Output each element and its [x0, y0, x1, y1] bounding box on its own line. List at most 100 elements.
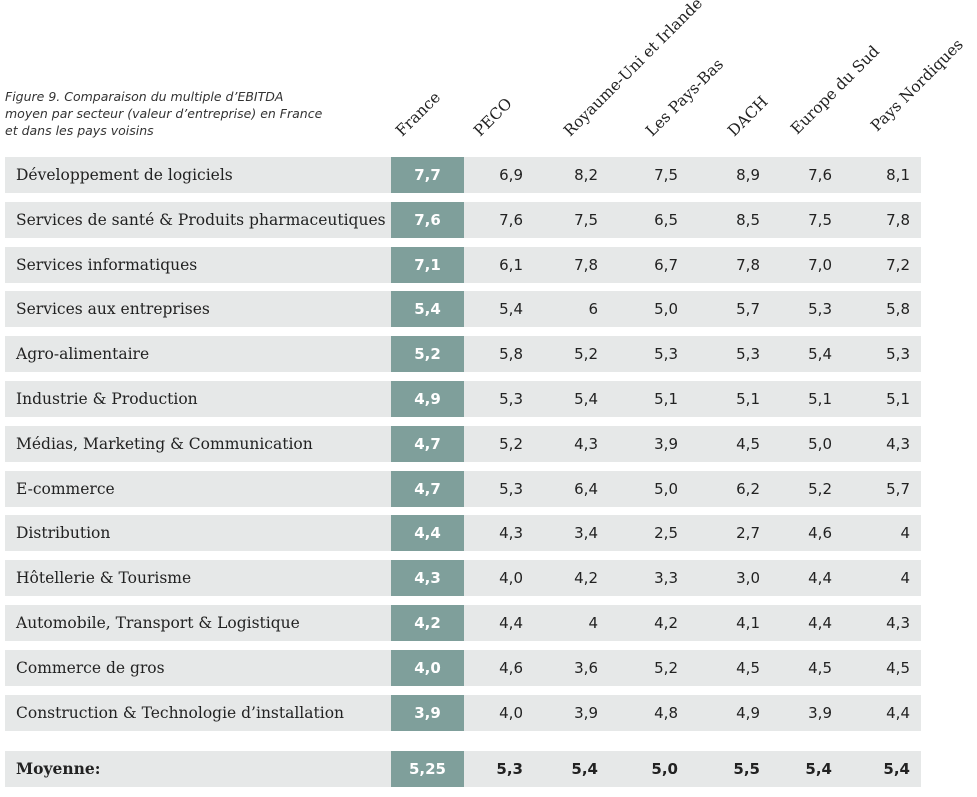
cell-value: 5,0: [651, 760, 678, 778]
cell-value: 4,6: [808, 524, 832, 543]
cell-value: 8,5: [736, 210, 760, 229]
cell-value: 7,5: [574, 210, 598, 229]
cell-value: 6: [588, 300, 598, 319]
france-value: 7,7: [391, 157, 464, 193]
row-label: Construction & Technologie d’installatio…: [16, 703, 345, 722]
cell-value: 5,7: [736, 300, 760, 319]
france-value: 7,6: [391, 201, 464, 238]
cell-value: 7,8: [736, 255, 760, 274]
cell-value: 5,2: [808, 479, 832, 498]
cell-value: 5,0: [654, 479, 678, 498]
cell-value: 2,5: [654, 524, 678, 543]
cell-value: 4,2: [654, 614, 678, 632]
cell-value: 4,3: [886, 434, 910, 453]
row-label: Agro-alimentaire: [16, 345, 150, 364]
france-value: 3,9: [391, 694, 464, 731]
cell-value: 5,0: [654, 300, 678, 319]
france-value: 4,0: [391, 649, 464, 686]
cell-value: 7,6: [808, 166, 832, 184]
cell-value: 6,2: [736, 479, 760, 498]
row-label: Automobile, Transport & Logistique: [16, 614, 300, 632]
france-value: 4,3: [391, 560, 464, 597]
column-header: PECO: [470, 94, 516, 140]
france-value: 5,4: [391, 291, 464, 328]
column-header: Pays Nordiques: [867, 35, 967, 135]
cell-value: 4: [900, 569, 910, 588]
cell-value: 4,3: [886, 614, 910, 632]
cell-value: 4,2: [574, 569, 598, 588]
cell-value: 5,4: [883, 760, 910, 778]
cell-value: 5,4: [499, 300, 523, 319]
row-label: Médias, Marketing & Communication: [16, 434, 313, 453]
cell-value: 8,9: [736, 166, 760, 184]
cell-value: 5,4: [571, 760, 598, 778]
cell-value: 4,9: [736, 703, 760, 722]
cell-value: 4: [588, 614, 598, 632]
france-value: 4,9: [391, 381, 464, 417]
cell-value: 6,4: [574, 479, 598, 498]
cell-value: 5,3: [736, 345, 760, 364]
cell-value: 7,0: [808, 255, 832, 274]
cell-value: 3,9: [654, 434, 678, 453]
cell-value: 5,3: [886, 345, 910, 364]
cell-value: 4,4: [886, 703, 910, 722]
row-label: Développement de logiciels: [16, 166, 233, 184]
cell-value: 3,9: [574, 703, 598, 722]
row-label: Services informatiques: [16, 255, 198, 274]
cell-value: 7,8: [574, 255, 598, 274]
cell-value: 5,8: [886, 300, 910, 319]
cell-value: 5,3: [654, 345, 678, 364]
cell-value: 4,5: [736, 658, 760, 677]
cell-value: 7,6: [499, 210, 523, 229]
cell-value: 4,5: [886, 658, 910, 677]
column-header: Les Pays-Bas: [642, 55, 728, 140]
row-label: Hôtellerie & Tourisme: [16, 569, 192, 588]
cell-value: 5,1: [886, 390, 910, 408]
france-value: 4,7: [391, 470, 464, 507]
cell-value: 7,2: [886, 255, 910, 274]
cell-value: 5,3: [499, 390, 523, 408]
cell-value: 4,3: [574, 434, 598, 453]
cell-value: 5,3: [808, 300, 832, 319]
cell-value: 3,0: [736, 569, 760, 588]
row-label: E-commerce: [16, 479, 115, 498]
cell-value: 5,0: [808, 434, 832, 453]
column-header: France: [392, 88, 445, 140]
cell-value: 5,4: [574, 390, 598, 408]
cell-value: 4,8: [654, 703, 678, 722]
cell-value: 3,6: [574, 658, 598, 677]
cell-value: 5,3: [499, 479, 523, 498]
cell-value: 7,5: [654, 166, 678, 184]
cell-value: 4,5: [808, 658, 832, 677]
caption-line: moyen par secteur (valeur d’entreprise) …: [5, 106, 323, 121]
cell-value: 4,3: [499, 524, 523, 543]
cell-value: 4,4: [808, 569, 832, 588]
france-value: 7,1: [391, 246, 464, 283]
cell-value: 3,3: [654, 569, 678, 588]
cell-value: 5,8: [499, 345, 523, 364]
cell-value: 5,2: [499, 434, 523, 453]
france-value: 4,2: [391, 605, 464, 641]
cell-value: 7,8: [886, 210, 910, 229]
cell-value: 6,5: [654, 210, 678, 229]
cell-value: 5,3: [496, 760, 523, 778]
cell-value: 4,5: [736, 434, 760, 453]
cell-value: 4,0: [499, 703, 523, 722]
cell-value: 5,1: [808, 390, 832, 408]
cell-value: 4,0: [499, 569, 523, 588]
cell-value: 5,2: [654, 658, 678, 677]
cell-value: 4,1: [736, 614, 760, 632]
column-header: Royaume-Uni et Irlande: [560, 0, 707, 141]
cell-value: 5,1: [736, 390, 760, 408]
column-header: DACH: [724, 92, 772, 140]
france-value: 5,2: [391, 336, 464, 373]
cell-value: 5,7: [886, 479, 910, 498]
cell-value: 3,9: [808, 703, 832, 722]
caption-line: Figure 9. Comparaison du multiple d’EBIT…: [5, 89, 284, 104]
cell-value: 3,4: [574, 524, 598, 543]
row-label: Distribution: [16, 524, 111, 543]
cell-value: 4,4: [808, 614, 832, 632]
row-label: Services de santé & Produits pharmaceuti…: [16, 210, 386, 229]
cell-value: 6,1: [499, 255, 523, 274]
